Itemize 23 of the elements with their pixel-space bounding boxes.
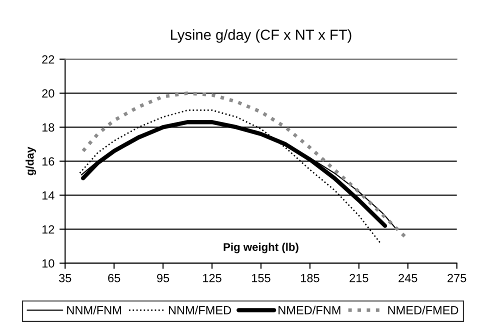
legend-label: NMED/FNM xyxy=(278,306,340,314)
x-tick-label: 35 xyxy=(59,274,72,282)
y-tick-label: 18 xyxy=(42,123,54,132)
legend-label: NNM/FNM xyxy=(67,306,121,314)
x-axis-title: Pig weight (lb) xyxy=(224,242,298,254)
x-tick-label: 95 xyxy=(157,274,170,282)
y-tick-label: 12 xyxy=(42,225,54,234)
x-tick-label: 185 xyxy=(301,274,320,282)
x-tick-label: 155 xyxy=(252,274,270,282)
y-tick-label: 20 xyxy=(42,89,54,98)
x-tick-label: 125 xyxy=(203,274,222,282)
legend-label: NMED/FMED xyxy=(388,306,458,314)
x-tick-label: 215 xyxy=(350,274,368,282)
x-tick-label: 65 xyxy=(108,274,120,282)
chart-title: Lysine g/day (CF x NT x FT) xyxy=(171,29,352,43)
y-tick-label: 22 xyxy=(42,55,54,64)
x-tick-label: 275 xyxy=(448,274,466,282)
y-axis-title: g/day xyxy=(26,146,36,176)
y-tick-label: 16 xyxy=(42,157,54,166)
y-tick-label: 14 xyxy=(42,191,54,200)
legend-label: NNM/FMED xyxy=(168,306,232,314)
x-tick-label: 245 xyxy=(398,274,418,282)
y-tick-label: 10 xyxy=(42,259,54,268)
